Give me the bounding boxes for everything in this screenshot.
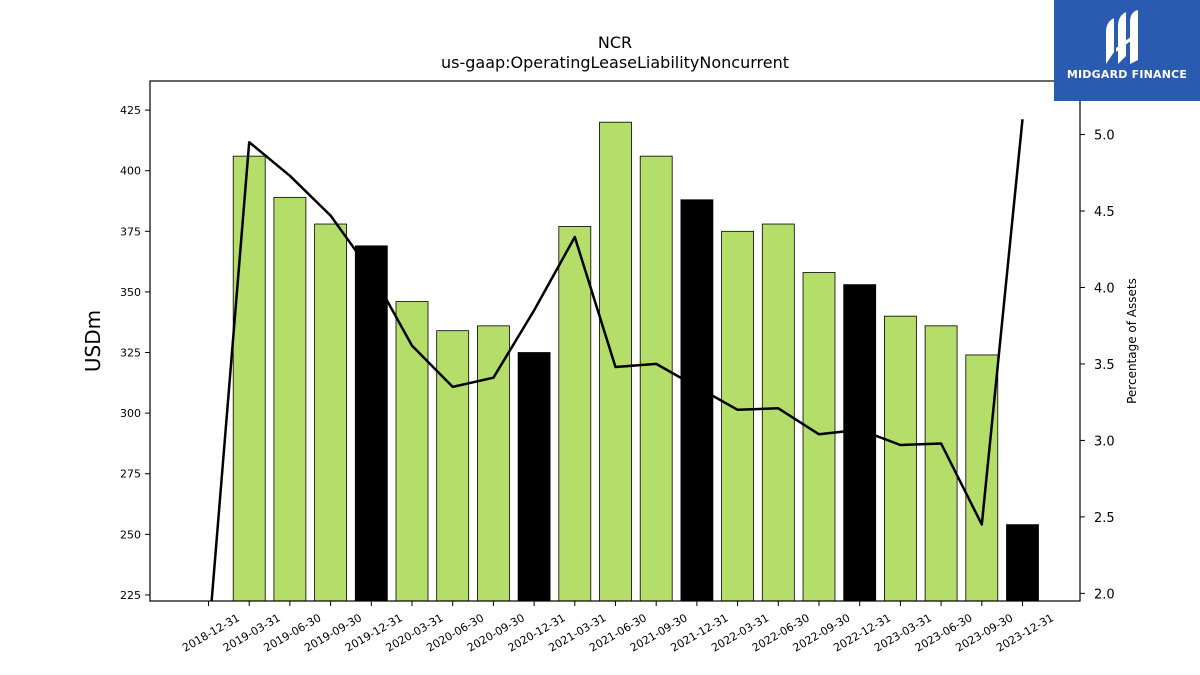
logo-mark-icon <box>1106 10 1138 64</box>
y2-tick-label: 3.0 <box>1094 434 1115 449</box>
bar <box>395 301 429 602</box>
bar <box>558 226 592 602</box>
y2-tick-label: 4.0 <box>1094 281 1115 296</box>
bar <box>721 230 754 602</box>
bar <box>639 155 673 602</box>
bar <box>761 223 795 602</box>
y-tick-label: 275 <box>120 468 141 481</box>
bar <box>884 315 917 602</box>
bar <box>843 284 877 602</box>
bar <box>476 325 510 602</box>
bar <box>517 352 551 602</box>
bar <box>354 245 388 602</box>
chart-subtitle: us-gaap:OperatingLeaseLiabilityNoncurren… <box>440 53 790 72</box>
y-tick-label: 225 <box>120 589 141 602</box>
bar <box>802 272 836 602</box>
y-tick-label: 375 <box>120 225 141 238</box>
chart-title: NCR <box>597 33 633 52</box>
series-line <box>210 119 1024 601</box>
y2-tick-label: 2.5 <box>1094 511 1115 526</box>
bar <box>1006 524 1039 602</box>
logo-text: MIDGARD FINANCE <box>1066 68 1188 81</box>
bar <box>273 196 307 602</box>
y-tick-label: 250 <box>120 528 141 541</box>
y-tick-label: 325 <box>120 347 141 360</box>
y-tick-label: 350 <box>120 286 141 299</box>
y2-axis-label: Percentage of Assets <box>1125 278 1139 404</box>
y2-tick-label: 5.0 <box>1094 129 1115 144</box>
y-tick-label: 400 <box>120 165 141 178</box>
bar <box>599 121 632 602</box>
y2-tick-label: 2.0 <box>1094 587 1115 602</box>
y-tick-label: 425 <box>120 104 141 117</box>
y-axis-label: USDm <box>81 310 105 372</box>
y-tick-label: 300 <box>120 407 141 420</box>
y2-tick-label: 3.5 <box>1094 358 1115 373</box>
bar <box>680 199 714 602</box>
bar <box>436 330 470 602</box>
midgard-finance-logo: MIDGARD FINANCE <box>1054 0 1200 101</box>
y2-tick-label: 4.5 <box>1094 205 1115 220</box>
bar <box>232 155 266 602</box>
bar <box>314 223 348 602</box>
bar <box>965 354 999 602</box>
